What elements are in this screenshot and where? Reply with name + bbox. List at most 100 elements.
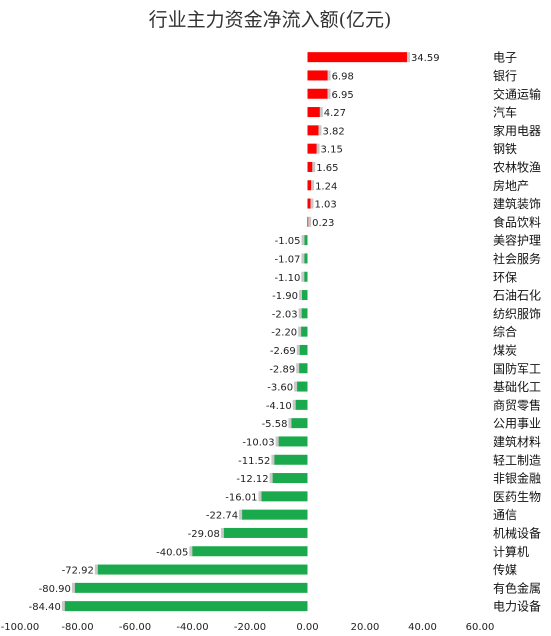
category-label: 电子 <box>493 51 517 65</box>
bar <box>301 326 308 337</box>
bar-shadow <box>271 454 276 465</box>
bar-shadow <box>309 198 314 209</box>
bar <box>307 143 317 154</box>
bar <box>307 107 320 118</box>
bar-shadow <box>315 143 320 154</box>
category-label: 计算机 <box>493 544 529 559</box>
bar-value-label: -84.40 <box>29 602 61 613</box>
category-label: 美容护理 <box>493 233 541 248</box>
x-tick-label: -40.00 <box>176 622 208 633</box>
bar-value-label: -2.69 <box>270 346 296 357</box>
x-tick-label: -100.00 <box>1 622 40 633</box>
category-label: 食品饮料 <box>493 214 541 229</box>
bar-shadow <box>269 473 274 484</box>
x-tick-label: -20.00 <box>234 622 266 633</box>
bar <box>261 491 308 502</box>
bar-shadow <box>296 344 301 355</box>
bar-shadow <box>94 564 99 575</box>
bar <box>307 70 328 81</box>
bar-value-label: -4.10 <box>266 401 292 412</box>
bar-value-label: -5.58 <box>262 419 288 430</box>
category-label: 传媒 <box>493 562 517 577</box>
bar-shadow <box>61 601 66 612</box>
bar-group <box>61 52 410 612</box>
bar-shadow <box>299 290 304 301</box>
bar-shadow <box>71 582 76 593</box>
category-label: 石油石化 <box>493 289 541 303</box>
category-label: 农林牧渔 <box>493 160 541 174</box>
bar-shadow <box>307 216 312 227</box>
value-label-group: 34.59 6.98 6.95 4.27 3.82 3.15 1.65 1.24 1.03 0.2… <box>29 53 440 613</box>
bar-value-label: 0.23 <box>312 218 334 229</box>
bar-shadow <box>405 52 410 63</box>
category-label: 有色金属 <box>493 580 541 595</box>
bar-value-label: 6.95 <box>331 90 353 101</box>
bar-value-label: 4.27 <box>324 108 346 119</box>
bar-value-label: -16.01 <box>225 492 257 503</box>
x-tick-label: -60.00 <box>119 622 151 633</box>
bar-value-label: -1.05 <box>275 236 301 247</box>
bar-shadow <box>317 125 322 136</box>
bar-value-label: -29.08 <box>188 529 220 540</box>
bar-shadow <box>301 235 306 246</box>
bar-value-label: 34.59 <box>411 53 440 64</box>
bar <box>304 271 308 282</box>
category-label: 建筑材料 <box>493 434 541 449</box>
category-label: 通信 <box>493 508 517 522</box>
bar-shadow <box>258 491 263 502</box>
category-label: 煤炭 <box>493 343 517 357</box>
bar <box>307 198 311 209</box>
category-label: 医药生物 <box>493 490 541 504</box>
bar-shadow <box>301 253 306 264</box>
bar <box>278 436 308 447</box>
bar-shadow <box>292 399 297 410</box>
category-label: 钢铁 <box>493 142 517 156</box>
bar <box>307 161 313 172</box>
bar <box>302 290 308 301</box>
bar <box>307 180 312 191</box>
bar <box>291 418 308 429</box>
bar <box>307 88 328 99</box>
category-label: 房地产 <box>493 178 529 193</box>
bar-value-label: 3.15 <box>321 145 343 156</box>
category-label: 交通运输 <box>493 86 541 101</box>
x-tick-label: 60.00 <box>466 622 495 633</box>
category-label: 机械设备 <box>493 525 541 540</box>
bar-value-label: -80.90 <box>39 584 71 595</box>
category-label: 银行 <box>493 69 517 83</box>
bar <box>274 454 308 465</box>
category-label: 电力设备 <box>493 600 541 614</box>
x-tick-label: 20.00 <box>351 622 380 633</box>
category-label: 环保 <box>493 270 517 284</box>
bar-value-label: -22.74 <box>206 511 238 522</box>
bar-value-label: -2.20 <box>271 328 297 339</box>
bar-value-label: 1.24 <box>315 181 337 192</box>
bar-value-label: -1.90 <box>272 291 298 302</box>
bar-value-label: 1.03 <box>314 200 336 211</box>
bar <box>307 125 319 136</box>
bar <box>192 546 308 557</box>
bar <box>304 235 308 246</box>
bar-shadow <box>326 88 331 99</box>
category-label: 建筑装饰 <box>493 196 541 211</box>
category-label: 纺织服饰 <box>493 307 541 321</box>
bar-shadow <box>294 381 299 392</box>
bar-value-label: 6.98 <box>332 71 354 82</box>
bar-value-label: 3.82 <box>322 126 344 137</box>
bar <box>299 344 308 355</box>
bar-value-label: -40.05 <box>156 547 188 558</box>
bar <box>64 601 308 612</box>
bar <box>242 509 308 520</box>
bar-value-label: -2.03 <box>272 309 298 320</box>
bar-shadow <box>220 527 225 538</box>
bar <box>297 381 308 392</box>
bar-value-label: -1.10 <box>274 273 300 284</box>
chart-title: 行业主力资金净流入额(亿元) <box>149 9 392 31</box>
x-tick-label: 0.00 <box>296 622 318 633</box>
bar-value-label: -2.89 <box>269 364 295 375</box>
category-label: 轻工制造 <box>493 453 541 467</box>
bar <box>304 253 308 264</box>
category-label: 商贸零售 <box>493 397 541 412</box>
bar <box>295 399 308 410</box>
